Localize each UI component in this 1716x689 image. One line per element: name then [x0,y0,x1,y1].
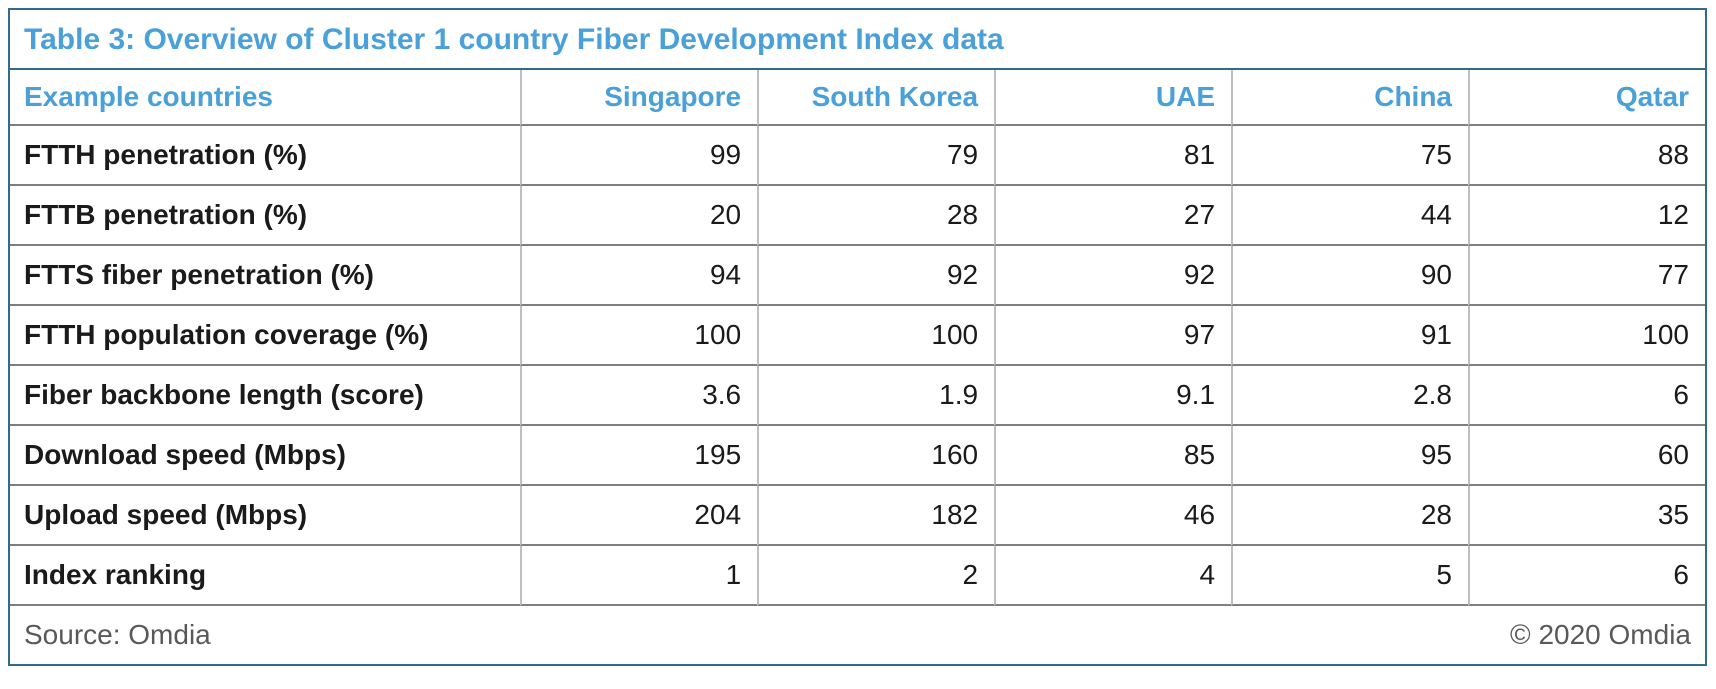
column-header-example-countries: Example countries [10,70,521,126]
table-cell: 195 [520,426,758,486]
table-cell: 35 [1468,486,1705,546]
table-row: FTTS fiber penetration (%) 94 92 92 90 7… [10,246,1705,306]
table-cell: 99 [520,126,758,186]
table-cell: 4 [994,546,1232,606]
table-row: FTTB penetration (%) 20 28 27 44 12 [10,186,1705,246]
table-cell: 44 [1231,186,1468,246]
table-cell: 160 [757,426,995,486]
table-cell: 1.9 [757,366,995,426]
column-header-south-korea: South Korea [757,70,995,126]
copyright-note: © 2020 Omdia [1510,619,1691,650]
row-label: Fiber backbone length (score) [10,366,521,426]
table-cell: 90 [1231,246,1468,306]
table-cell: 46 [994,486,1232,546]
column-header-china: China [1231,70,1468,126]
table-cell: 81 [994,126,1232,186]
table-cell: 6 [1468,366,1705,426]
table-cell: 95 [1231,426,1468,486]
table-cell: 60 [1468,426,1705,486]
row-label: Download speed (Mbps) [10,426,521,486]
table-cell: 91 [1231,306,1468,366]
table-row: FTTH penetration (%) 99 79 81 75 88 [10,126,1705,186]
table-cell: 28 [1231,486,1468,546]
row-label: FTTH penetration (%) [10,126,521,186]
table-cell: 28 [757,186,995,246]
table-cell: 9.1 [994,366,1232,426]
table-cell: 97 [994,306,1232,366]
row-label: FTTB penetration (%) [10,186,521,246]
row-label: FTTS fiber penetration (%) [10,246,521,306]
table-cell: 182 [757,486,995,546]
table-cell: 2 [757,546,995,606]
table-cell: 27 [994,186,1232,246]
row-label: Upload speed (Mbps) [10,486,521,546]
table-cell: 94 [520,246,758,306]
table-row: FTTH population coverage (%) 100 100 97 … [10,306,1705,366]
row-label: Index ranking [10,546,521,606]
table-cell: 85 [994,426,1232,486]
table-cell: 5 [1231,546,1468,606]
table-row: Index ranking 1 2 4 5 6 [10,546,1705,606]
table-cell: 79 [757,126,995,186]
data-table: Example countries Singapore South Korea … [10,70,1705,606]
column-header-singapore: Singapore [520,70,758,126]
table-cell: 75 [1231,126,1468,186]
table-header-row: Example countries Singapore South Korea … [10,70,1705,126]
column-header-uae: UAE [994,70,1232,126]
table-cell: 12 [1468,186,1705,246]
table-cell: 204 [520,486,758,546]
table-cell: 2.8 [1231,366,1468,426]
table-row: Download speed (Mbps) 195 160 85 95 60 [10,426,1705,486]
table-row: Upload speed (Mbps) 204 182 46 28 35 [10,486,1705,546]
row-label: FTTH population coverage (%) [10,306,521,366]
fiber-index-table: Table 3: Overview of Cluster 1 country F… [8,8,1707,666]
source-note: Source: Omdia [24,619,211,650]
table-cell: 20 [520,186,758,246]
table-cell: 100 [757,306,995,366]
table-cell: 77 [1468,246,1705,306]
table-cell: 1 [520,546,758,606]
table-cell: 100 [1468,306,1705,366]
table-cell: 6 [1468,546,1705,606]
table-cell: 92 [757,246,995,306]
table-footer: Source: Omdia © 2020 Omdia [10,606,1705,664]
table-cell: 92 [994,246,1232,306]
table-cell: 88 [1468,126,1705,186]
table-cell: 100 [520,306,758,366]
table-row: Fiber backbone length (score) 3.6 1.9 9.… [10,366,1705,426]
column-header-qatar: Qatar [1468,70,1705,126]
table-title: Table 3: Overview of Cluster 1 country F… [10,10,1705,70]
table-cell: 3.6 [520,366,758,426]
